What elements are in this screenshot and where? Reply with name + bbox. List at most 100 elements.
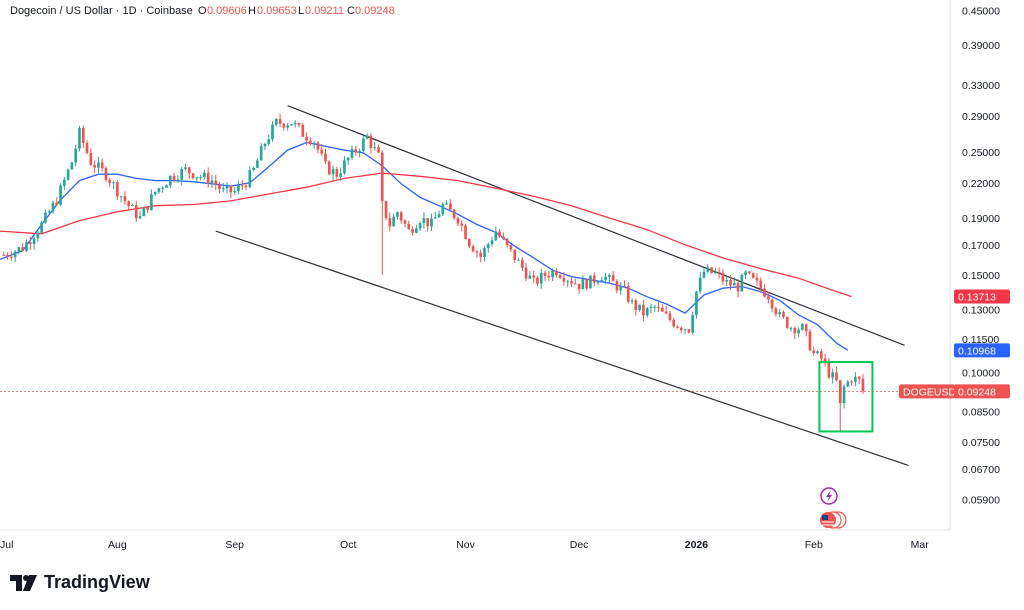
- tradingview-logo[interactable]: TradingView: [10, 572, 150, 593]
- candle-82: [312, 141, 316, 149]
- price-tick-4: 0.25000: [962, 147, 1000, 159]
- price-chart[interactable]: Dogecoin / US Dollar · 1D · Coinbase O 0…: [0, 0, 1024, 565]
- candle-78: [297, 122, 301, 128]
- candle-182: [691, 311, 694, 335]
- ohlc-open-value: 0.09606: [207, 5, 247, 17]
- candle-195: [740, 273, 744, 292]
- candle-208: [789, 326, 793, 332]
- candle-193: [732, 277, 736, 286]
- candle-126: [479, 249, 483, 263]
- price-tick-15: 0.05900: [962, 495, 1000, 507]
- chart-title: Dogecoin / US Dollar · 1D · Coinbase: [10, 5, 193, 17]
- candle-49: [187, 166, 191, 179]
- candle-114: [433, 211, 437, 219]
- time-tick-feb: Feb: [805, 539, 823, 551]
- candle-16: [63, 177, 66, 191]
- time-axis[interactable]: Jul Aug Sep Oct Nov Dec 2026 Feb Mar: [0, 539, 929, 551]
- candle-118: [449, 199, 452, 210]
- candle-180: [683, 328, 687, 335]
- candle-4: [17, 246, 21, 255]
- candle-197: [748, 270, 751, 275]
- candle-81: [309, 137, 312, 146]
- candle-94: [358, 148, 361, 158]
- candle-159: [604, 272, 607, 285]
- candle-140: [532, 270, 535, 284]
- candle-32: [123, 191, 127, 205]
- candle-27: [104, 166, 108, 183]
- candle-211: [801, 322, 804, 331]
- candle-128: [486, 242, 490, 253]
- price-tick-5: 0.22000: [962, 178, 1000, 190]
- candle-191: [725, 274, 729, 286]
- candle-75: [286, 122, 289, 131]
- candle-209: [793, 326, 797, 340]
- price-tick-0: 0.45000: [962, 5, 1000, 17]
- candle-100: [380, 150, 384, 275]
- candle-160: [608, 273, 611, 283]
- candle-216: [819, 348, 823, 364]
- candle-93: [354, 145, 358, 156]
- candle-92: [350, 145, 354, 160]
- ohlc-close-value: 0.09248: [355, 5, 395, 17]
- candle-171: [649, 303, 653, 314]
- highlight-box[interactable]: [818, 360, 874, 433]
- candle-170: [645, 306, 649, 318]
- candle-163: [619, 282, 623, 296]
- candle-66: [252, 166, 255, 172]
- candle-46: [176, 175, 180, 183]
- candle-74: [282, 122, 286, 131]
- price-tick-8: 0.15000: [962, 270, 1000, 282]
- price-tick-6: 0.19000: [962, 213, 1000, 225]
- candle-204: [774, 306, 778, 317]
- candle-152: [577, 283, 581, 294]
- channel-line-lower[interactable]: [215, 230, 909, 466]
- candle-161: [611, 270, 615, 282]
- price-tick-9: 0.13000: [962, 304, 1000, 316]
- candle-19: [74, 144, 78, 167]
- ma-slow-line: [0, 172, 852, 298]
- candle-73: [278, 113, 282, 128]
- candle-141: [536, 275, 539, 287]
- ohlc-close-label: C: [347, 5, 355, 17]
- candle-139: [528, 270, 532, 280]
- candle-31: [119, 195, 123, 203]
- candle-121: [460, 220, 464, 232]
- price-axis[interactable]: 0.45000 0.39000 0.33000 0.29000 0.25000 0.220…: [962, 5, 1000, 506]
- candle-131: [498, 229, 501, 238]
- candle-132: [502, 232, 505, 241]
- channel-line-upper[interactable]: [287, 105, 905, 346]
- candle-1: [6, 252, 9, 260]
- candle-91: [346, 156, 350, 165]
- time-tick-2026: 2026: [685, 539, 709, 551]
- candle-56: [214, 174, 218, 191]
- us-flag-event-icon[interactable]: [820, 511, 847, 529]
- time-tick-jul: Jul: [0, 539, 13, 551]
- candle-201: [763, 284, 766, 298]
- candle-34: [131, 203, 134, 207]
- candle-87: [331, 165, 335, 181]
- candle-45: [172, 172, 176, 183]
- descending-channel[interactable]: [215, 105, 909, 466]
- candle-35: [134, 200, 138, 223]
- candle-192: [729, 274, 732, 290]
- candle-76: [290, 124, 293, 126]
- candle-18: [70, 161, 74, 170]
- candle-110: [418, 221, 422, 232]
- candle-137: [520, 257, 524, 271]
- candle-37: [142, 206, 146, 217]
- candle-173: [657, 301, 660, 313]
- lightning-event-icon[interactable]: [820, 487, 838, 505]
- candle-58: [221, 182, 225, 193]
- candle-79: [301, 122, 305, 137]
- candle-190: [721, 269, 725, 286]
- candle-215: [816, 350, 819, 355]
- candle-167: [634, 298, 638, 316]
- candle-84: [320, 143, 324, 156]
- svg-text:DOGEUSD: DOGEUSD: [903, 386, 957, 398]
- candle-122: [464, 223, 467, 240]
- price-tick-12: 0.08500: [962, 407, 1000, 419]
- candle-98: [373, 141, 377, 151]
- candle-217: [823, 353, 827, 367]
- price-tick-14: 0.06700: [962, 464, 1000, 476]
- price-tick-3: 0.29000: [962, 111, 1000, 123]
